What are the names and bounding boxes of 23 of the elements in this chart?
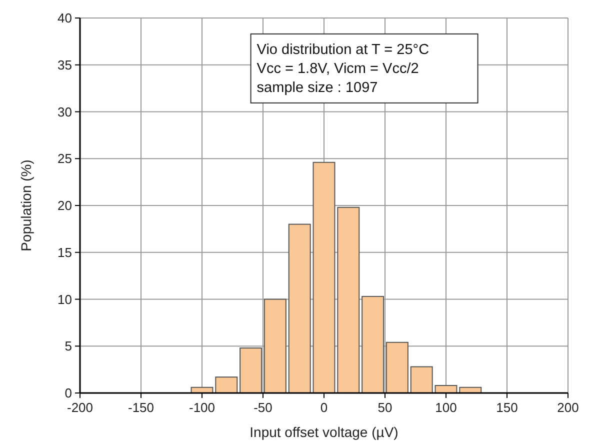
x-tick-label: 100 [435, 400, 457, 415]
y-tick-label: 10 [58, 292, 72, 307]
x-axis-title: Input offset voltage (µV) [250, 424, 398, 440]
y-tick-label: 25 [58, 151, 72, 166]
y-axis-title: Population (%) [18, 160, 34, 252]
annotation: Vcc = 1.8V, Vicm = Vcc/2 [256, 60, 419, 77]
y-tick-label: 5 [64, 338, 72, 354]
x-tick-label: -200 [66, 400, 94, 415]
x-tick-label: 50 [378, 400, 392, 415]
y-tick-label: 30 [58, 104, 72, 120]
x-tick-label: 150 [496, 400, 518, 415]
annotation: sample size : 1097 [256, 80, 378, 96]
x-tick-label: 0 [320, 400, 328, 415]
y-tick-label: 20 [58, 198, 72, 213]
y-tick-label: 35 [58, 57, 72, 72]
y-tick-label: 15 [58, 244, 72, 260]
y-tick-label: 0 [64, 386, 72, 400]
annotation: Vio distribution at T = 25°C [256, 42, 430, 58]
x-tick-label: -50 [254, 400, 272, 415]
x-tick-label: -150 [128, 400, 154, 415]
x-tick-label: 200 [557, 400, 579, 415]
y-tick-label: 40 [58, 10, 72, 26]
x-tick-label: -100 [188, 400, 216, 415]
